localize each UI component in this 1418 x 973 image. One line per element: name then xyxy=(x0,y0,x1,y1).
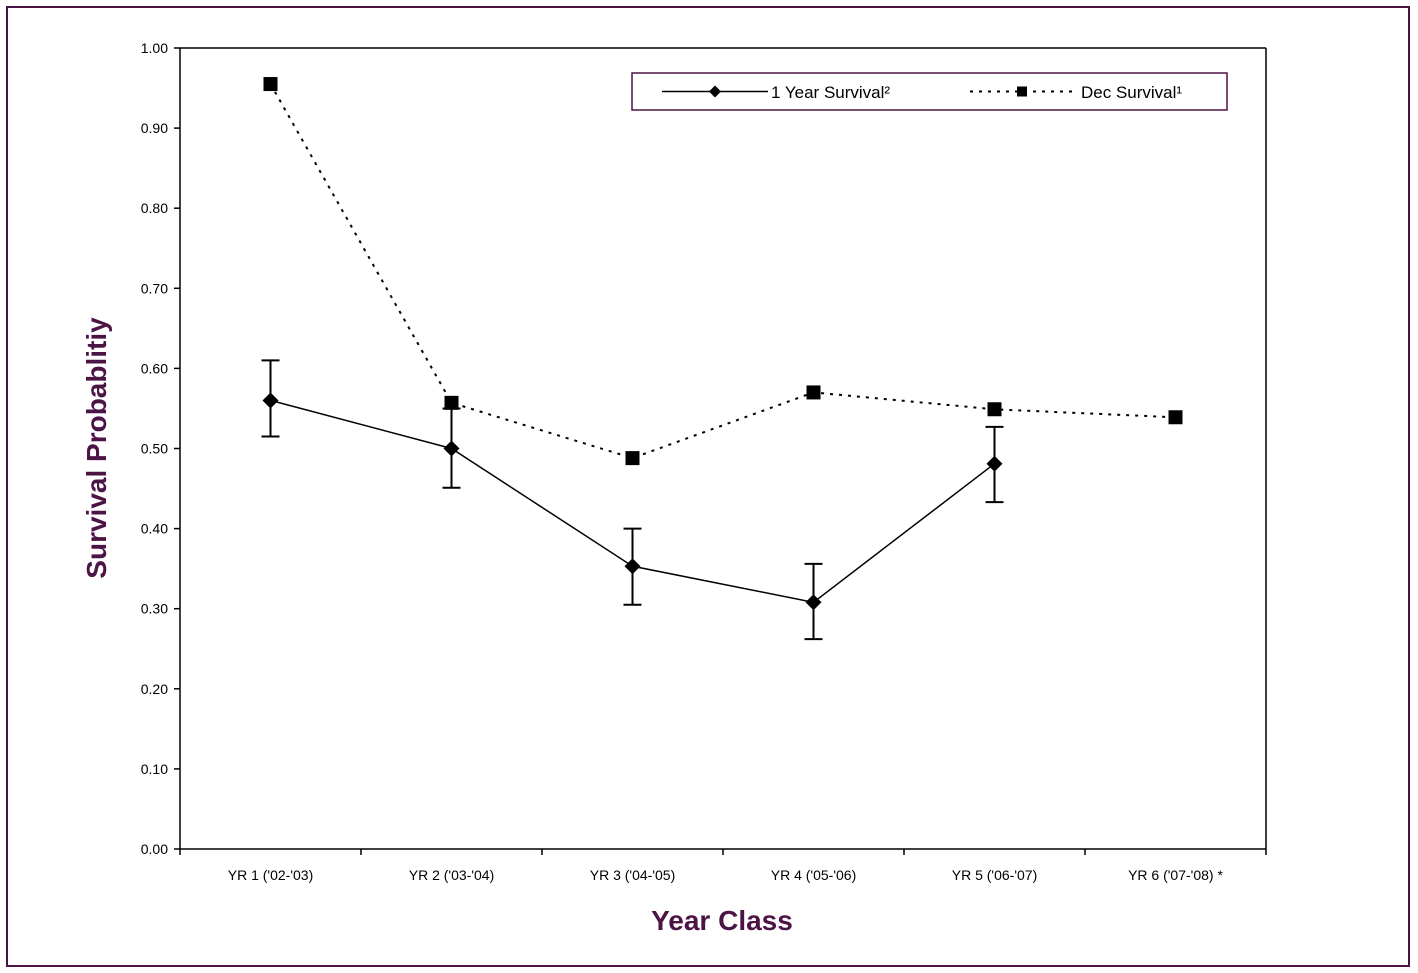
x-tick-label: YR 1 ('02-'03) xyxy=(228,867,314,883)
y-tick-label: 0.10 xyxy=(141,761,168,777)
chart-frame xyxy=(6,6,1410,967)
legend-label-1year: 1 Year Survival² xyxy=(771,83,890,102)
series-line-dec-survival xyxy=(269,83,1176,460)
point-dec-survival xyxy=(806,385,821,400)
y-tick-label: 0.30 xyxy=(141,601,168,617)
y-tick-label: 0.90 xyxy=(141,120,168,136)
x-tick-label: YR 5 ('06-'07) xyxy=(952,867,1038,883)
x-tick-label: YR 4 ('05-'06) xyxy=(771,867,857,883)
point-1year-survival xyxy=(986,455,1003,472)
y-tick-label: 0.80 xyxy=(141,200,168,216)
y-tick-label: 1.00 xyxy=(141,40,168,56)
legend-label-dec: Dec Survival¹ xyxy=(1081,83,1182,102)
point-1year-survival xyxy=(624,558,641,575)
point-1year-survival xyxy=(805,594,822,611)
y-tick-label: 0.70 xyxy=(141,280,168,296)
point-dec-survival xyxy=(444,395,459,410)
legend: 1 Year Survival² Dec Survival¹ xyxy=(631,72,1228,111)
point-1year-survival xyxy=(262,392,279,409)
y-tick-label: 0.40 xyxy=(141,521,168,537)
point-dec-survival xyxy=(263,77,278,92)
x-tick-label: YR 3 ('04-'05) xyxy=(590,867,676,883)
y-tick-label: 0.20 xyxy=(141,681,168,697)
point-1year-survival xyxy=(443,440,460,457)
plot-area: 0.00 0.10 0.20 0.30 0.40 0.50 0.60 0.70 0.80 0.90… xyxy=(141,40,1267,883)
y-tick-label: 0.60 xyxy=(141,360,168,376)
legend-marker-1year xyxy=(709,85,721,98)
point-dec-survival xyxy=(987,402,1002,417)
point-dec-survival xyxy=(1168,410,1183,425)
x-tick-label: YR 6 ('07-'08) * xyxy=(1128,867,1223,883)
y-tick-label: 0.50 xyxy=(141,441,168,457)
y-axis-title: Survival Probablitiy xyxy=(81,317,112,579)
x-tick-label: YR 2 ('03-'04) xyxy=(409,867,495,883)
legend-marker-dec xyxy=(1017,86,1027,97)
point-dec-survival xyxy=(625,451,640,466)
y-tick-label: 0.00 xyxy=(141,841,168,857)
x-axis-title: Year Class xyxy=(651,905,793,936)
